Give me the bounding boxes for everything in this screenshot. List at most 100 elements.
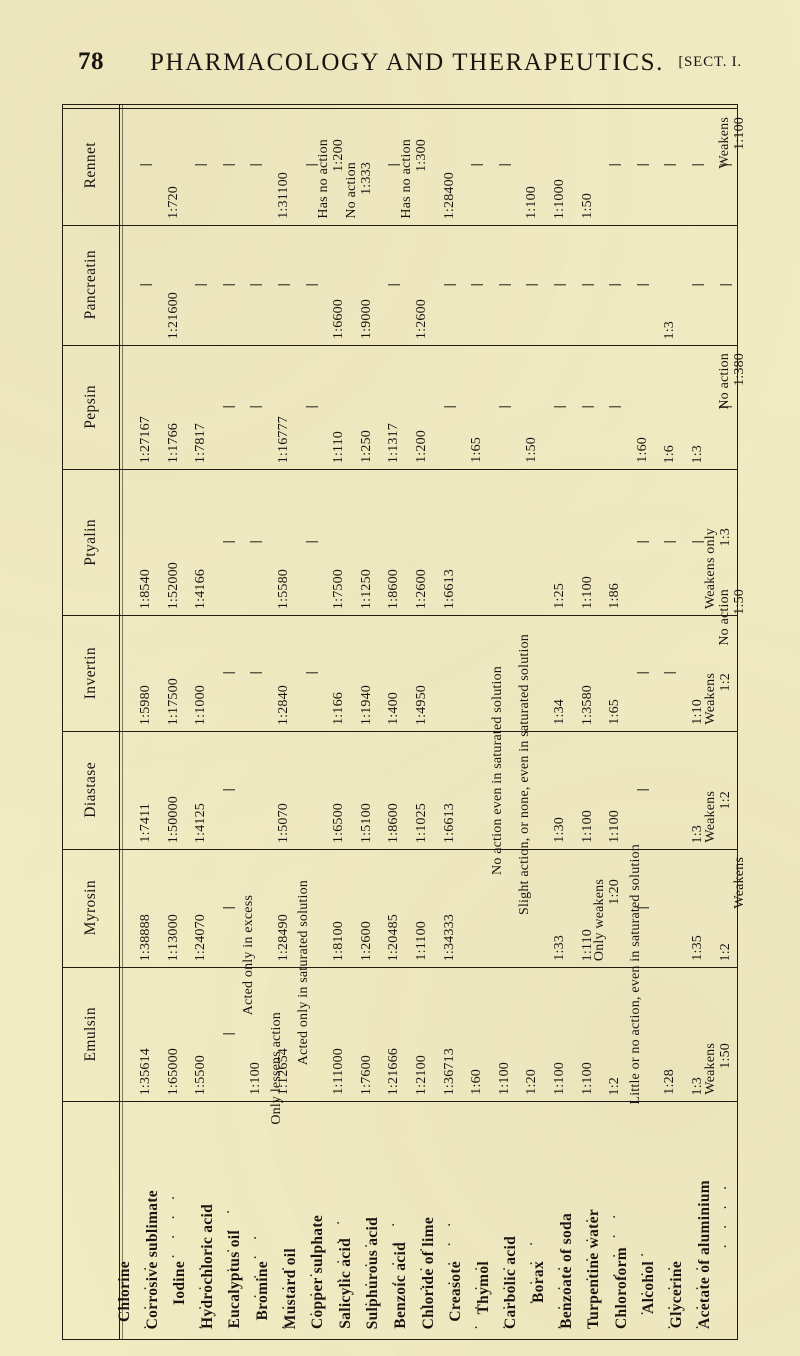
antiseptics-enzyme-table: Rennet 1:720 1:31100 1:200 Has no action 1:33… — [62, 104, 747, 1340]
no-data-dash — [222, 284, 235, 286]
table-cell: 1:30 — [539, 817, 567, 843]
no-data-dash — [305, 164, 318, 166]
cell-value: 1:2 — [607, 1076, 623, 1096]
table-cell — [574, 406, 602, 408]
cell-value: 1:6613 — [441, 802, 457, 843]
cell-value: 1:13000 — [165, 913, 181, 961]
cell-value: Weakens — [702, 791, 718, 843]
cell-value: 1:100 — [607, 810, 623, 843]
table-cell: 1:2600 — [401, 569, 429, 609]
cell-value: 1:6 — [662, 444, 678, 464]
no-data-dash — [222, 1033, 235, 1035]
table-cell: 1:4125 — [180, 803, 208, 843]
table-cell — [629, 672, 657, 674]
column-header-label: Corrosive sublimate — [143, 1189, 161, 1329]
table-cell: 1:21600 — [153, 292, 181, 339]
table-cell — [187, 284, 215, 286]
table-cell: 1:2 — [594, 1077, 622, 1096]
cell-value: 1:6613 — [441, 568, 457, 609]
column-header-corrosive-sublimate: . . . . Corrosive sublimate — [144, 1190, 181, 1329]
table-cell: 1:6613 — [429, 803, 457, 843]
cell-value: 1:166 — [331, 692, 347, 725]
cell-value: 1:100 — [579, 810, 595, 843]
cell-value: Weakens — [716, 117, 732, 169]
table-cell: 1:7817 — [180, 423, 208, 463]
no-data-dash — [636, 164, 649, 166]
table-cell: 1:200 — [401, 430, 429, 463]
no-data-dash — [554, 406, 566, 408]
cell-value: No action — [716, 353, 732, 410]
column-header-label: Copper sulphate — [309, 1214, 327, 1329]
cell-value: 1:200 — [414, 430, 429, 463]
cell-value: 1:380 — [731, 353, 747, 386]
table-cell — [629, 541, 657, 543]
row-header-diastase: Diastase — [63, 731, 119, 849]
no-data-dash — [222, 907, 235, 909]
table-cell — [491, 406, 519, 408]
cell-value: 1:7411 — [138, 803, 153, 843]
table-cell: 1:60 — [456, 1069, 484, 1095]
cell-value: 1:20 — [607, 878, 623, 905]
table-cell: 1:50 — [567, 193, 595, 219]
no-data-dash — [250, 164, 263, 166]
no-data-dash — [636, 672, 649, 674]
table-cell: 1:36713 — [429, 1048, 457, 1095]
table-cell — [518, 284, 546, 286]
cell-value: 1:65 — [469, 437, 485, 463]
table-cell: 1:8600 — [373, 569, 401, 609]
row-divider — [63, 615, 737, 616]
no-data-dash — [388, 284, 401, 286]
table-cell — [601, 164, 629, 166]
row-divider — [63, 345, 737, 346]
table-cell: 1:6 — [649, 445, 677, 464]
column-header-acetate-of-aluminium: . . . . Acetate of aluminium — [696, 1180, 733, 1329]
table-cell — [629, 284, 657, 286]
table-cell — [215, 1033, 243, 1035]
table-cell: 1:720 — [153, 186, 181, 219]
table-cell — [380, 284, 408, 286]
column-header-label: Chloride of lime — [419, 1216, 437, 1329]
table-cell: 1:7600 — [346, 1055, 374, 1095]
cell-value: 1:52000 — [165, 561, 181, 609]
table-cell: 1:34333 — [429, 914, 457, 961]
table-cell — [298, 541, 326, 543]
cell-value: 1:16777 — [276, 415, 291, 463]
table-cell: 1:3 — [649, 321, 677, 340]
row-cells: 1:7411 1:50000 1:4125 1:5070 1:6500 1:5100 1:8… — [121, 731, 737, 849]
cell-value: 1:2600 — [414, 298, 429, 339]
table-cell — [491, 164, 519, 166]
no-data-dash — [140, 164, 152, 166]
cell-value: 1:100 — [579, 576, 595, 609]
table-cell — [215, 672, 243, 674]
span-label: Slight action, or none, even in saturate… — [517, 633, 533, 915]
cell-value: 1:24070 — [193, 913, 209, 961]
cell-value: 1:100 — [248, 1062, 264, 1095]
span-label: No action even in saturated solution — [489, 666, 505, 875]
cell-value: 1:7600 — [358, 1054, 374, 1095]
span-acted-only-in-excess: Acted only in excess — [235, 805, 263, 1015]
table-cell: 1:2600 — [401, 299, 429, 339]
column-header-label: Sulphurous acid — [364, 1216, 382, 1329]
cell-value: 1:6600 — [331, 298, 347, 339]
cell-value: Weakens — [731, 857, 747, 909]
no-data-dash — [664, 541, 677, 543]
row-header-label: Pancreatin — [82, 250, 99, 320]
cell-value: 1:17500 — [165, 677, 181, 725]
cell-value: 1:6500 — [331, 802, 347, 843]
table-cell: 1:7500 — [318, 569, 346, 609]
no-data-dash — [692, 284, 704, 286]
table-cell — [684, 284, 712, 286]
table-vertical-rule — [119, 105, 120, 1339]
table-cell — [242, 406, 270, 408]
span-label: Little or no action, even in saturated s… — [627, 844, 643, 1105]
no-data-dash — [443, 284, 456, 286]
table-row: Pancreatin 1:21600 1:6600 1:9000 1:2600 1:3 — [63, 225, 737, 345]
no-data-dash — [719, 284, 732, 286]
section-bracket: [ — [678, 54, 684, 70]
column-header-label: Benzoate of soda — [557, 1213, 575, 1329]
table-cell — [601, 284, 629, 286]
no-data-dash — [195, 284, 208, 286]
cell-value: 1:720 — [165, 186, 181, 219]
table-cell: 1:34 — [539, 699, 567, 725]
table-cell: 1:2100 — [401, 1055, 429, 1095]
